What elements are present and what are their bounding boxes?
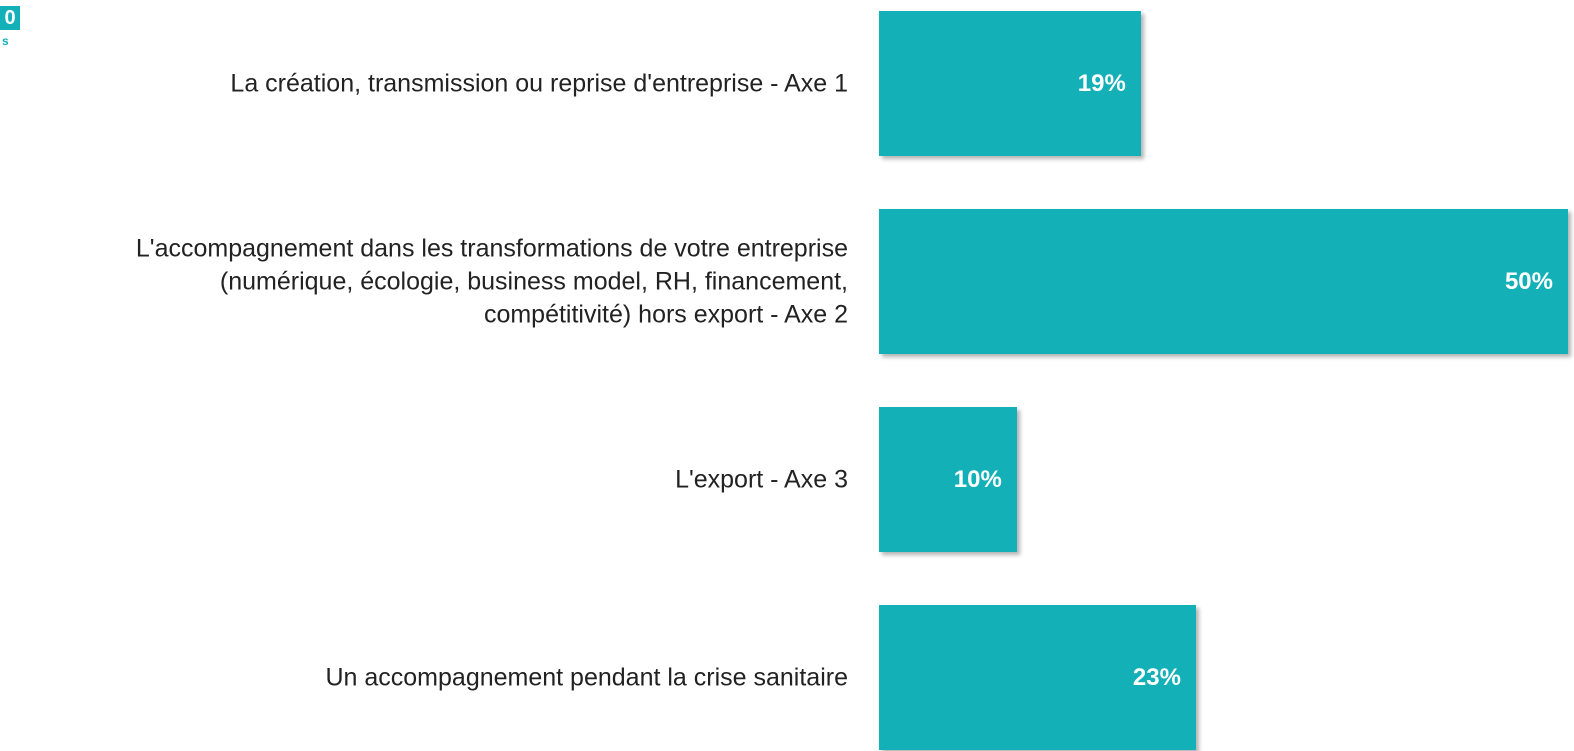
category-label: La création, transmission ou reprise d'e… (230, 69, 848, 97)
value-label: 23% (1132, 663, 1181, 691)
category-label: Un accompagnement pendant la crise sanit… (325, 663, 848, 691)
bar (879, 11, 1141, 156)
value-label: 19% (1077, 69, 1126, 97)
value-label: 50% (1504, 267, 1553, 295)
bar (879, 605, 1196, 750)
value-label: 10% (953, 465, 1002, 493)
category-label: L'accompagnement dans les transformation… (135, 234, 848, 328)
badge: 0 (0, 6, 20, 30)
category-label: L'export - Axe 3 (675, 465, 848, 493)
badge-caption: s (2, 34, 9, 48)
bar (879, 407, 1017, 552)
bar (879, 209, 1568, 354)
